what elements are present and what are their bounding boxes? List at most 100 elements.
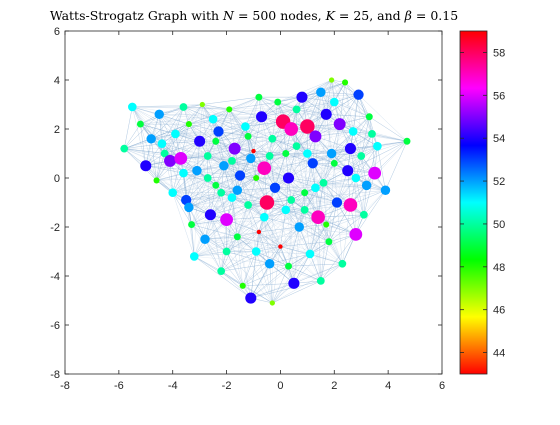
graph-node [212, 138, 219, 145]
graph-node [158, 139, 167, 148]
y-tick-label: 2 [54, 124, 60, 136]
graph-node [266, 152, 274, 160]
graph-node [234, 233, 241, 240]
graph-node [253, 175, 259, 181]
graph-node [228, 193, 237, 202]
graph-node [204, 152, 212, 160]
graph-node [246, 154, 255, 163]
graph-node [345, 143, 356, 154]
colorbar-tick-label: 54 [493, 133, 505, 145]
y-tick-label: -4 [50, 271, 60, 283]
graph-node [228, 157, 236, 165]
chart-title: Watts-Strogatz Graph with N = 500 nodes,… [50, 8, 458, 23]
x-tick-label: -8 [60, 380, 70, 392]
y-tick-label: 6 [54, 26, 60, 38]
graph-node [184, 203, 193, 212]
graph-node [317, 277, 325, 285]
colorbar-tick-label: 50 [493, 219, 505, 231]
graph-node [353, 90, 363, 100]
graph-node [368, 130, 376, 138]
colorbar-tick-label: 46 [493, 305, 505, 317]
graph-node [334, 118, 346, 130]
graph-node [256, 111, 267, 122]
graph-node [362, 181, 371, 190]
graph-node [404, 138, 411, 145]
graph-node [212, 182, 219, 189]
graph-node [140, 160, 151, 171]
graph-node [316, 88, 325, 97]
graph-node [327, 149, 336, 158]
y-tick-label: -6 [50, 320, 60, 332]
graph-node [270, 183, 280, 193]
x-tick-label: 4 [385, 380, 391, 392]
graph-node [321, 109, 332, 120]
y-tick-label: -8 [50, 369, 60, 381]
graph-node [235, 170, 245, 180]
graph-node [373, 142, 382, 151]
graph-node [284, 122, 298, 136]
graph-node [349, 127, 358, 136]
graph-node [252, 247, 261, 256]
graph-node [352, 174, 361, 183]
graph-node [323, 222, 329, 228]
graph-node [257, 230, 261, 234]
graph-node [311, 210, 325, 224]
graph-node [282, 150, 289, 157]
graph-node [338, 260, 346, 268]
graph-node [303, 149, 312, 158]
graph-node [192, 166, 201, 175]
y-tick-label: 4 [54, 75, 60, 87]
graph-node [360, 211, 368, 219]
graph-node [200, 102, 205, 107]
graph-node [268, 135, 276, 143]
graph-node [278, 244, 282, 248]
x-tick-label: -4 [168, 380, 178, 392]
graph-node [137, 121, 144, 128]
graph-node [174, 152, 187, 165]
colorbar-tick-label: 58 [493, 47, 505, 59]
graph-node [306, 250, 315, 259]
graph-node [186, 121, 192, 127]
graph-node [287, 196, 295, 204]
graph-node [213, 126, 223, 136]
graph-node [349, 228, 362, 241]
graph-node [288, 278, 299, 289]
graph-node [311, 184, 320, 193]
graph-node [265, 259, 274, 268]
graph-node [128, 103, 137, 112]
graph-node [332, 197, 342, 207]
graph-node [308, 158, 318, 168]
graph-node [381, 186, 390, 195]
graph-node [180, 103, 188, 111]
graph-node [270, 300, 275, 305]
graph-node [205, 209, 216, 220]
graph-node [188, 221, 195, 228]
graph-node [295, 222, 304, 231]
graph-node [357, 152, 365, 160]
graph-node [251, 149, 255, 153]
graph-node [171, 130, 180, 139]
graph-node [260, 195, 274, 209]
graph-node [257, 161, 271, 175]
graph-node [320, 179, 328, 187]
graph-node [217, 189, 225, 197]
graph-node [329, 77, 334, 82]
y-tick-label: 0 [54, 173, 60, 185]
graph-node [274, 99, 281, 106]
graph-node [154, 177, 160, 183]
graph-node [245, 133, 252, 140]
graph-node [309, 130, 321, 142]
graph-node [283, 172, 294, 183]
graph-node [244, 201, 252, 209]
graph-node [229, 143, 241, 155]
graph-node [331, 160, 338, 167]
graph-node [190, 252, 199, 261]
graph-node [255, 94, 262, 101]
graph-node [233, 186, 242, 195]
x-tick-label: 6 [439, 380, 445, 392]
x-tick-label: 2 [331, 380, 337, 392]
graph-node [285, 263, 292, 270]
graph-node [301, 189, 308, 196]
graph-node [155, 110, 164, 119]
